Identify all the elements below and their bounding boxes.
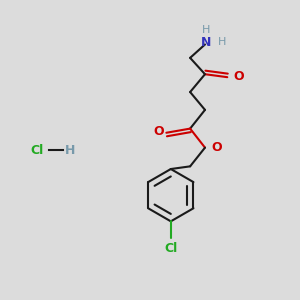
Text: O: O bbox=[211, 141, 222, 154]
Text: Cl: Cl bbox=[164, 242, 177, 254]
Text: N: N bbox=[201, 36, 212, 49]
Text: H: H bbox=[202, 25, 211, 35]
Text: O: O bbox=[233, 70, 244, 83]
Text: Cl: Cl bbox=[30, 143, 44, 157]
Text: H: H bbox=[64, 143, 75, 157]
Text: H: H bbox=[218, 38, 227, 47]
Text: O: O bbox=[154, 125, 164, 138]
